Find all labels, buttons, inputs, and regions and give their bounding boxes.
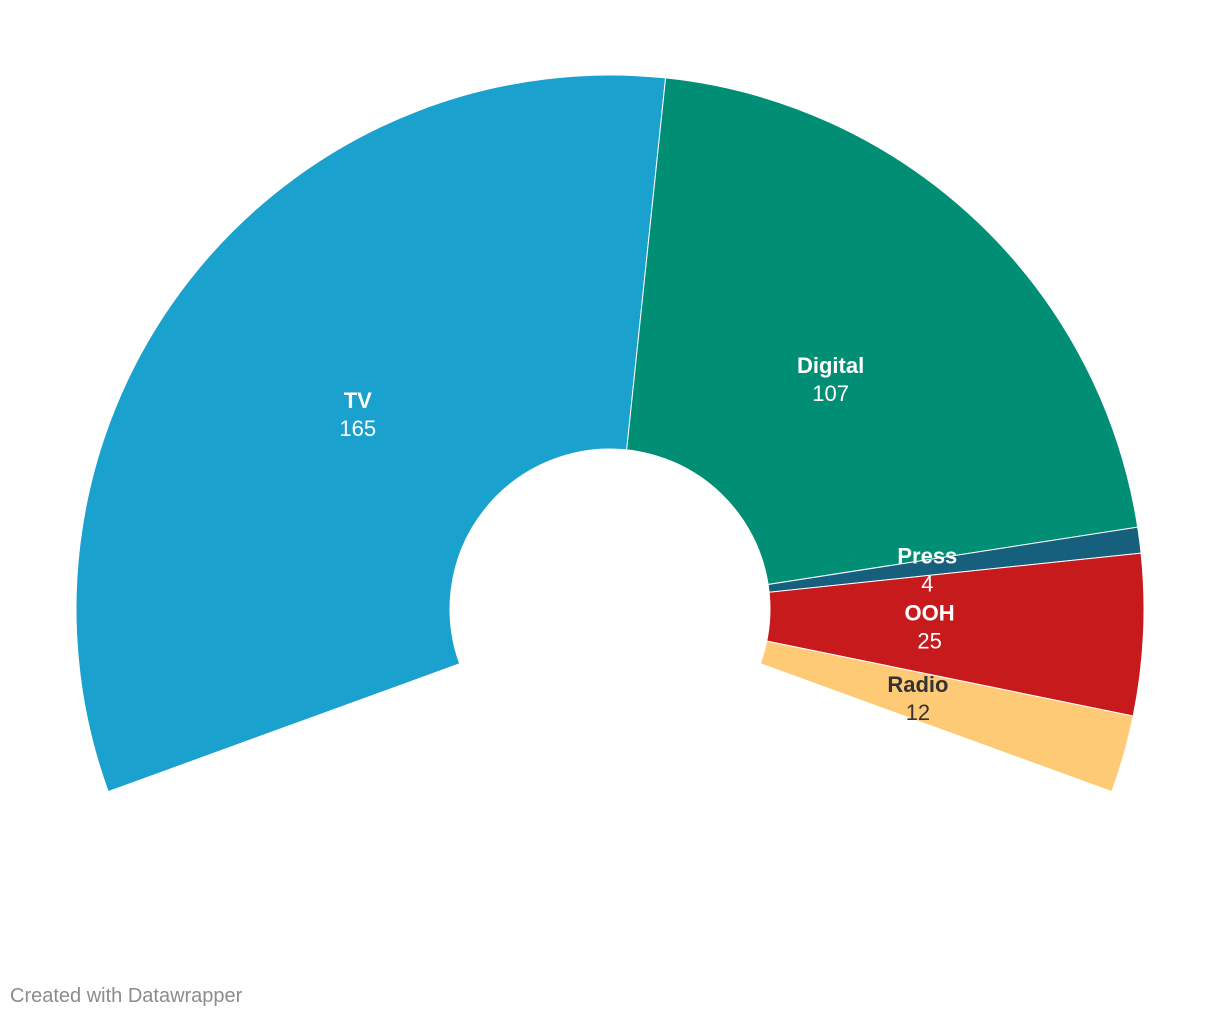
- slice-label-press: Press: [897, 544, 957, 569]
- slice-digital[interactable]: [626, 77, 1139, 586]
- slice-tv[interactable]: [75, 74, 667, 793]
- credit-text: Created with Datawrapper: [10, 985, 243, 1007]
- slice-value-tv: 165: [339, 416, 376, 441]
- slice-label-radio: Radio: [887, 672, 948, 697]
- slice-value-digital: 107: [812, 381, 849, 406]
- slice-value-ooh: 25: [917, 629, 941, 654]
- slice-value-press: 4: [921, 572, 933, 597]
- slice-label-ooh: OOH: [905, 601, 955, 626]
- slice-value-radio: 12: [906, 700, 930, 725]
- slice-radio[interactable]: [759, 640, 1134, 793]
- chart-slices: [75, 74, 1145, 793]
- chart-labels: TV 165 Digital 107 Press 4 OOH 25 Radio 12: [339, 353, 957, 725]
- slice-label-digital: Digital: [797, 353, 864, 378]
- slice-label-tv: TV: [344, 388, 372, 413]
